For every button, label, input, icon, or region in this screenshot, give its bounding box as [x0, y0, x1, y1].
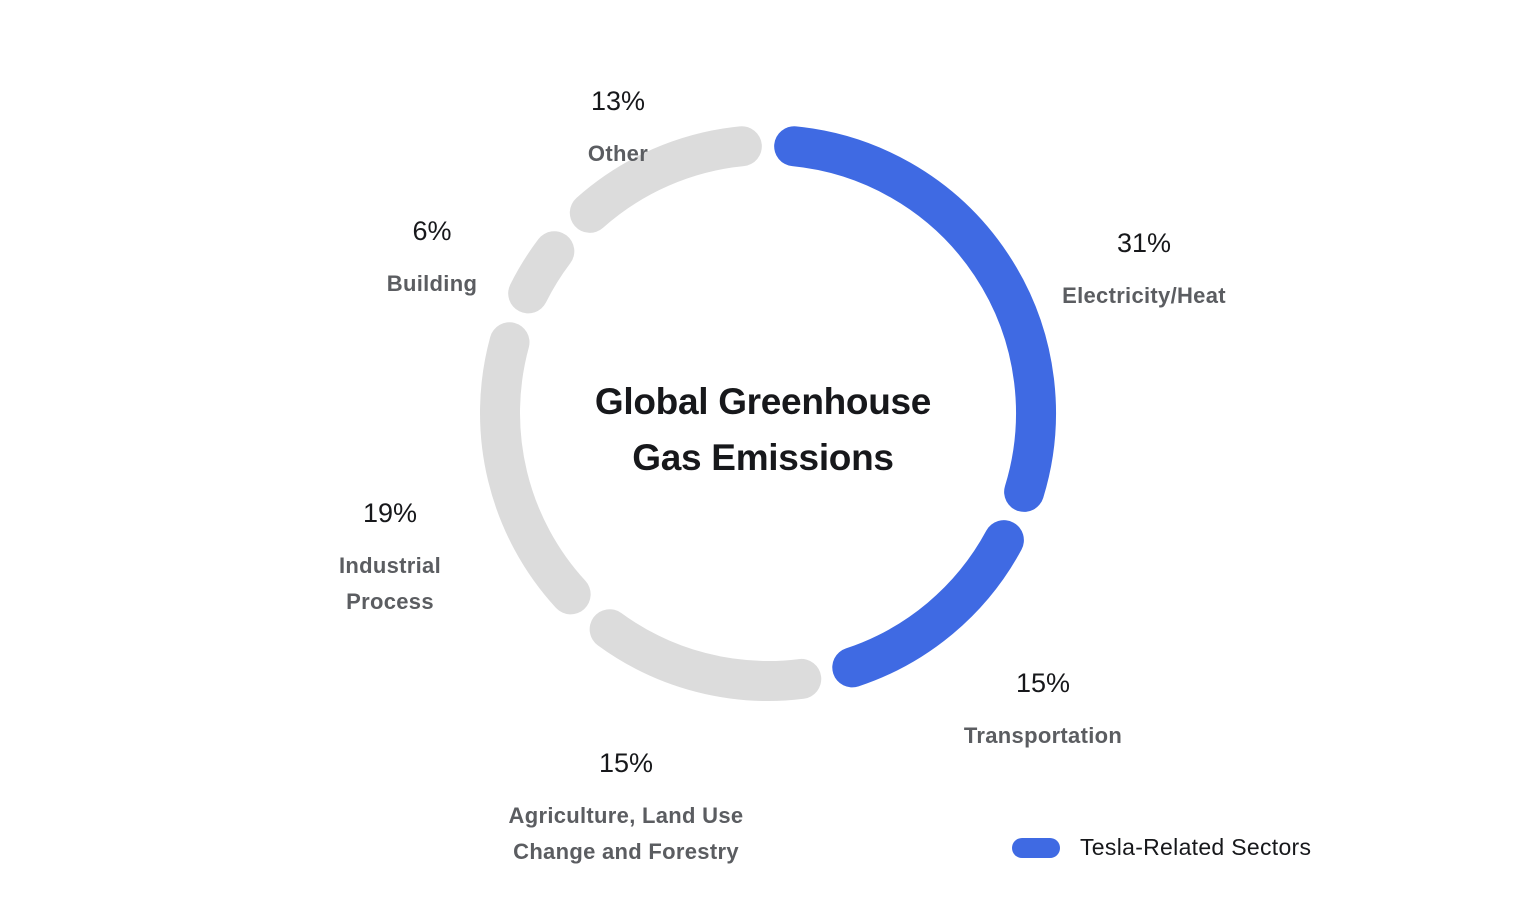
slice-label-industrial-process: 19% Industrial Process [339, 478, 441, 638]
slice-category-label: Other [587, 141, 649, 166]
chart-title: Global Greenhouse Gas Emissions [594, 381, 932, 478]
donut-slice-2 [589, 609, 822, 701]
slice-label-transportation: 15% Transportation [964, 648, 1122, 772]
slice-value-label: 15% [1015, 668, 1071, 698]
slice-category-label: Transportation [963, 723, 1123, 748]
slice-value-label: 31% [1116, 228, 1172, 258]
chart-legend: Tesla-Related Sectors [1012, 834, 1311, 861]
slice-category-label: Industrial Process [338, 553, 442, 614]
donut-slice-5 [569, 126, 762, 233]
donut-slice-1 [832, 520, 1024, 688]
donut-slice-4 [508, 231, 575, 314]
slice-category-label: Agriculture, Land Use Change and Forestr… [508, 803, 744, 864]
donut-slice-0 [774, 126, 1056, 512]
slice-label-building: 6% Building [387, 196, 477, 320]
legend-swatch-tesla [1012, 837, 1060, 858]
donut-slice-3 [480, 322, 591, 615]
slice-value-label: 19% [362, 498, 418, 528]
legend-label-tesla: Tesla-Related Sectors [1080, 834, 1312, 860]
slice-value-label: 15% [598, 748, 654, 778]
slice-label-agriculture: 15% Agriculture, Land Use Change and For… [509, 728, 744, 888]
slice-category-label: Electricity/Heat [1062, 283, 1226, 308]
slice-value-label: 13% [590, 86, 646, 116]
slice-value-label: 6% [412, 216, 452, 246]
slice-category-label: Building [386, 271, 478, 296]
slice-label-other: 13% Other [588, 66, 648, 190]
slice-label-electricity-heat: 31% Electricity/Heat [1062, 208, 1226, 332]
